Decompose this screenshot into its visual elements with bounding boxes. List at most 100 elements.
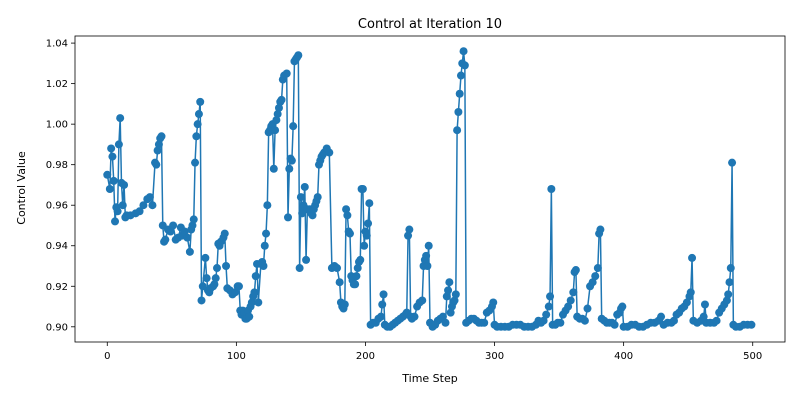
data-point xyxy=(542,310,551,319)
data-point xyxy=(220,229,229,238)
data-point xyxy=(148,201,157,210)
data-point xyxy=(139,201,148,210)
data-point xyxy=(360,241,369,250)
data-point xyxy=(583,304,592,313)
data-point xyxy=(564,302,573,311)
data-point xyxy=(325,148,334,157)
data-point xyxy=(152,160,161,169)
data-point xyxy=(591,272,600,281)
data-point xyxy=(180,227,189,236)
data-point xyxy=(114,140,123,149)
data-point xyxy=(193,120,202,129)
data-point xyxy=(103,170,112,179)
data-point xyxy=(410,312,419,321)
data-point xyxy=(404,231,413,240)
data-point xyxy=(539,316,548,325)
data-point xyxy=(118,201,127,210)
data-point xyxy=(222,262,231,271)
data-point xyxy=(352,272,361,281)
data-point xyxy=(197,296,206,305)
data-point xyxy=(618,302,627,311)
data-point xyxy=(364,219,373,228)
x-axis-label: Time Step xyxy=(401,372,457,385)
data-point xyxy=(345,229,354,238)
data-point xyxy=(263,201,272,210)
data-point xyxy=(418,296,427,305)
data-point xyxy=(480,318,489,327)
data-point xyxy=(423,262,432,271)
data-point xyxy=(571,266,580,275)
data-point xyxy=(277,95,286,104)
chart-title: Control at Iteration 10 xyxy=(358,17,502,32)
data-point xyxy=(451,290,460,299)
data-point xyxy=(201,253,210,262)
data-point xyxy=(157,132,166,141)
data-point xyxy=(259,262,268,271)
y-tick-label: 1.04 xyxy=(46,39,68,50)
plot-frame xyxy=(74,35,786,343)
data-point xyxy=(188,221,197,230)
data-point xyxy=(699,312,708,321)
data-point xyxy=(556,318,565,327)
data-point xyxy=(342,205,351,214)
data-point xyxy=(358,185,367,193)
data-point xyxy=(362,231,371,240)
data-point xyxy=(302,255,311,264)
data-point xyxy=(726,264,735,273)
data-point xyxy=(161,235,170,244)
data-point xyxy=(247,298,256,307)
data-point xyxy=(422,251,431,260)
data-point xyxy=(211,274,220,283)
data-point xyxy=(260,241,269,250)
x-tick-label: 200 xyxy=(356,351,375,362)
data-point xyxy=(580,316,589,325)
data-point xyxy=(113,207,122,216)
data-point xyxy=(284,213,292,222)
data-point xyxy=(213,264,221,273)
data-point xyxy=(489,298,498,307)
data-point xyxy=(111,217,120,226)
data-point xyxy=(105,185,114,193)
data-point xyxy=(546,292,555,301)
data-point xyxy=(262,229,271,238)
data-point xyxy=(107,144,116,153)
data-point xyxy=(376,312,385,321)
x-axis: 0 100 200 300 400 500 xyxy=(104,342,762,362)
data-point xyxy=(166,227,175,236)
data-point xyxy=(333,264,342,273)
data-point xyxy=(725,278,734,287)
data-point xyxy=(274,103,283,112)
data-point xyxy=(189,215,198,224)
data-point xyxy=(610,320,619,329)
data-point xyxy=(456,71,465,80)
data-point xyxy=(365,199,374,208)
y-tick-label: 0.94 xyxy=(46,241,68,252)
data-point xyxy=(294,51,303,60)
data-point xyxy=(459,47,468,56)
data-point xyxy=(340,300,349,309)
data-point xyxy=(657,312,666,321)
data-point xyxy=(444,286,453,295)
data-point xyxy=(308,211,317,220)
data-point xyxy=(378,300,387,309)
data-point xyxy=(351,280,360,289)
data-point xyxy=(405,225,414,234)
data-point xyxy=(254,298,263,307)
x-tick-label: 100 xyxy=(227,351,246,362)
data-point xyxy=(688,253,697,262)
data-point xyxy=(450,296,459,305)
data-point xyxy=(271,126,280,135)
x-tick-label: 300 xyxy=(485,351,504,362)
y-tick-label: 0.96 xyxy=(46,201,68,212)
data-point xyxy=(285,164,294,173)
data-point xyxy=(455,89,464,98)
y-axis-label: Control Value xyxy=(15,151,28,225)
data-point xyxy=(231,288,240,297)
data-point xyxy=(289,122,298,131)
x-tick-label: 400 xyxy=(614,351,633,362)
data-point xyxy=(234,282,243,291)
data-point xyxy=(445,278,454,287)
y-tick-label: 0.90 xyxy=(46,322,68,333)
data-point xyxy=(686,288,695,297)
